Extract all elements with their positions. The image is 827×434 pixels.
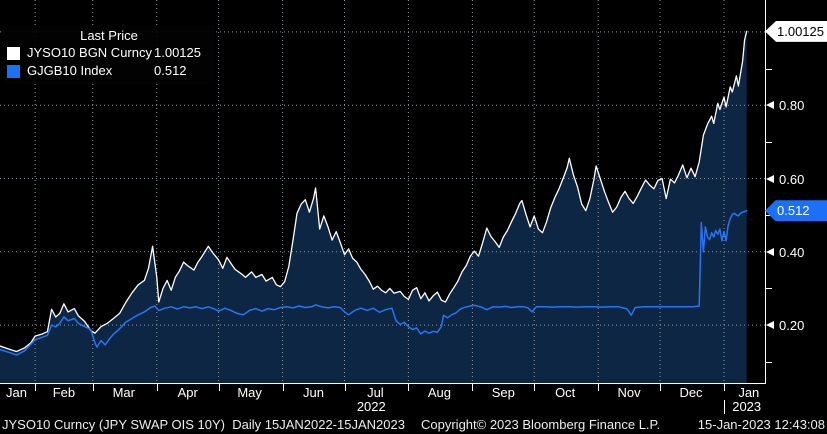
y-tick-arrow-icon bbox=[766, 174, 774, 183]
month-label: Feb bbox=[52, 385, 76, 400]
y-minor-tick bbox=[766, 68, 772, 70]
legend-title: Last Price bbox=[80, 28, 138, 43]
y-minor-tick bbox=[766, 361, 772, 363]
legend-series-value: 0.512 bbox=[154, 63, 187, 78]
y-minor-tick bbox=[766, 141, 772, 143]
y-tick-label: 0.20 bbox=[779, 318, 805, 334]
month-tick bbox=[156, 384, 158, 391]
month-label: Mar bbox=[112, 385, 135, 400]
month-tick bbox=[534, 384, 536, 391]
jyso10-area-fill bbox=[0, 31, 747, 383]
y-tick-arrow-icon bbox=[766, 321, 774, 330]
year-label: 2022 bbox=[356, 399, 386, 414]
month-tick bbox=[472, 384, 474, 391]
month-tick bbox=[218, 384, 220, 391]
y-tick-label: 0.80 bbox=[779, 98, 805, 114]
month-label: Apr bbox=[177, 385, 198, 400]
month-tick bbox=[282, 384, 284, 391]
month-label: Jan bbox=[6, 385, 27, 400]
x-axis[interactable]: Jan Feb Mar Apr May Jun Jul Aug Sep Oct Nov Dec Jan 2… bbox=[0, 384, 766, 415]
month-tick bbox=[408, 384, 410, 391]
month-label: Jun bbox=[303, 385, 324, 400]
year-label: 2023 bbox=[732, 399, 762, 414]
month-label: Nov bbox=[617, 385, 641, 400]
footer-timestamp: 15-Jan-2023 12:43:08 bbox=[697, 417, 825, 432]
gjgb10-last-price-tag: 0.512 bbox=[765, 200, 827, 222]
legend-row-gjgb10[interactable]: GJGB10 Index 0.512 bbox=[7, 62, 211, 80]
month-label: Aug bbox=[427, 385, 451, 400]
month-tick bbox=[724, 384, 725, 391]
plot-area[interactable]: Last Price JYSO10 BGN Curncy 1.00125 GJG… bbox=[0, 0, 766, 384]
year-divider-tick bbox=[724, 400, 725, 414]
month-tick bbox=[92, 384, 94, 391]
gjgb10-price-line bbox=[0, 209, 748, 356]
legend-series-label: JYSO10 BGN Curncy bbox=[27, 45, 152, 60]
jyso10-last-price-tag: 1.00125 bbox=[765, 20, 827, 42]
footer-security-info: JYSO10 Curncy (JPY SWAP OIS 10Y) Daily 1… bbox=[2, 417, 405, 432]
month-label: Oct bbox=[555, 385, 576, 400]
month-label: Jul bbox=[367, 385, 384, 400]
y-tick-arrow-icon bbox=[766, 247, 774, 256]
y-tick-arrow-icon bbox=[766, 101, 774, 110]
jyso10-price-line bbox=[0, 30, 748, 353]
footer-copyright: Copyright© 2023 Bloomberg Finance L.P. bbox=[421, 417, 661, 432]
month-tick bbox=[598, 384, 600, 391]
jyso10-swatch-icon bbox=[7, 46, 20, 60]
month-tick bbox=[660, 384, 662, 391]
price-chart-svg bbox=[0, 0, 765, 383]
y-axis[interactable]: 0.20 0.40 0.60 0.80 1.00125 0.512 bbox=[765, 0, 827, 383]
month-label: Dec bbox=[679, 385, 703, 400]
y-minor-tick bbox=[766, 288, 772, 290]
legend-box[interactable]: Last Price JYSO10 BGN Curncy 1.00125 GJG… bbox=[3, 25, 215, 84]
month-label: Sep bbox=[491, 385, 515, 400]
legend-series-label: GJGB10 Index bbox=[27, 63, 113, 78]
month-label: Jan bbox=[738, 385, 760, 400]
legend-row-jyso10[interactable]: JYSO10 BGN Curncy 1.00125 bbox=[7, 44, 211, 62]
y-tick-label: 0.60 bbox=[779, 171, 805, 187]
month-tick bbox=[35, 384, 37, 391]
footer-bar: JYSO10 Curncy (JPY SWAP OIS 10Y) Daily 1… bbox=[0, 415, 827, 434]
legend-series-value: 1.00125 bbox=[154, 45, 201, 60]
y-tick-label: 0.40 bbox=[779, 244, 805, 260]
gjgb10-swatch-icon bbox=[7, 64, 20, 78]
month-tick bbox=[344, 384, 346, 391]
y-minor-tick bbox=[766, 215, 772, 217]
month-label: May bbox=[237, 385, 262, 400]
